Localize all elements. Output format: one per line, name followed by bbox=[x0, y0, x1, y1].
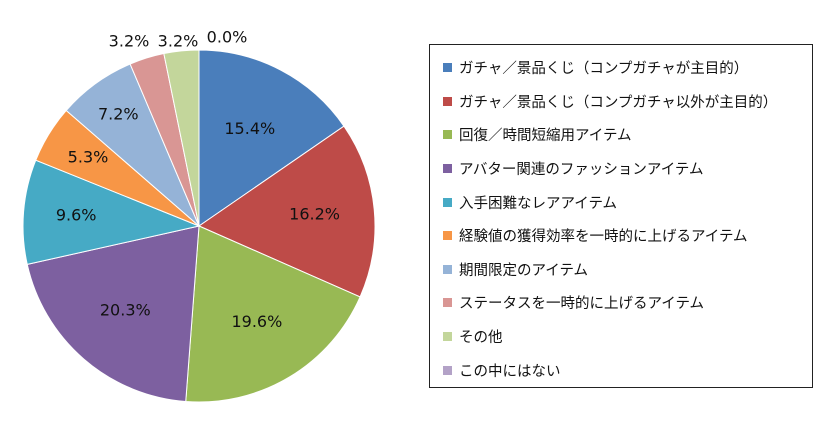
legend-swatch bbox=[443, 197, 452, 207]
legend-item: 期間限定のアイテム bbox=[443, 253, 812, 287]
chart-legend: ガチャ／景品くじ（コンプガチャが主目的） ガチャ／景品くじ（コンプガチャ以外が主目… bbox=[429, 44, 813, 388]
pie-slice bbox=[198, 49, 345, 227]
legend-item: その他 bbox=[443, 320, 812, 354]
legend-label: その他 bbox=[459, 330, 503, 347]
pie-data-labels: 15.4% 16.2% 19.6% 20.3% 9.6% 5.3% 7.2% 3.2% 3.2%… bbox=[56, 28, 340, 332]
pie-slice bbox=[22, 159, 201, 265]
legend-label: 期間限定のアイテム bbox=[459, 262, 589, 279]
legend-swatch bbox=[443, 96, 452, 106]
legend-label: ガチャ／景品くじ（コンプガチャ以外が主目的） bbox=[459, 94, 778, 111]
legend-swatch bbox=[443, 231, 452, 241]
legend-item: ステータスを一時的に上げるアイテム bbox=[443, 286, 812, 320]
legend-item: ガチャ／景品くじ（コンプガチャが主目的） bbox=[443, 51, 812, 85]
legend-item: この中にはない bbox=[443, 353, 812, 387]
legend-item: アバター関連のファッションアイテム bbox=[443, 152, 812, 186]
legend-swatch bbox=[443, 332, 452, 342]
pie-data-label: 0.0% bbox=[207, 28, 248, 47]
legend-item: 回復／時間短縮用アイテム bbox=[443, 118, 812, 152]
legend-swatch bbox=[443, 130, 452, 140]
legend-item: 入手困難なレアアイテム bbox=[443, 185, 812, 219]
legend-item: ガチャ／景品くじ（コンプガチャ以外が主目的） bbox=[443, 85, 812, 119]
pie-slice bbox=[185, 225, 361, 403]
pie-data-label: 20.3% bbox=[100, 301, 151, 320]
pie-data-label: 15.4% bbox=[224, 119, 275, 138]
legend-swatch bbox=[443, 264, 452, 274]
pie-data-label: 9.6% bbox=[56, 205, 97, 224]
legend-label: アバター関連のファッションアイテム bbox=[459, 162, 704, 179]
pie-slice bbox=[26, 225, 200, 403]
legend-swatch bbox=[443, 365, 452, 375]
legend-swatch bbox=[443, 63, 452, 73]
pie-slices bbox=[22, 49, 376, 403]
pie-data-label: 5.3% bbox=[68, 147, 109, 166]
pie-data-label: 7.2% bbox=[98, 104, 139, 123]
pie-slice bbox=[197, 125, 376, 298]
pie-data-label: 3.2% bbox=[109, 32, 150, 51]
legend-label: 入手困難なレアアイテム bbox=[459, 195, 618, 212]
legend-swatch bbox=[443, 298, 452, 308]
pie-data-label: 3.2% bbox=[158, 32, 199, 51]
pie-data-label: 19.6% bbox=[231, 312, 282, 331]
legend-label: ガチャ／景品くじ（コンプガチャが主目的） bbox=[459, 61, 749, 78]
pie-data-label: 16.2% bbox=[289, 205, 340, 224]
pie-slice bbox=[163, 49, 200, 227]
legend-label: 経験値の獲得効率を一時的に上げるアイテム bbox=[459, 229, 748, 246]
legend-item: 経験値の獲得効率を一時的に上げるアイテム bbox=[443, 219, 812, 253]
legend-label: 回復／時間短縮用アイテム bbox=[459, 128, 632, 145]
legend-label: ステータスを一時的に上げるアイテム bbox=[459, 296, 705, 313]
legend-swatch bbox=[443, 164, 452, 174]
legend-label: この中にはない bbox=[459, 363, 561, 380]
